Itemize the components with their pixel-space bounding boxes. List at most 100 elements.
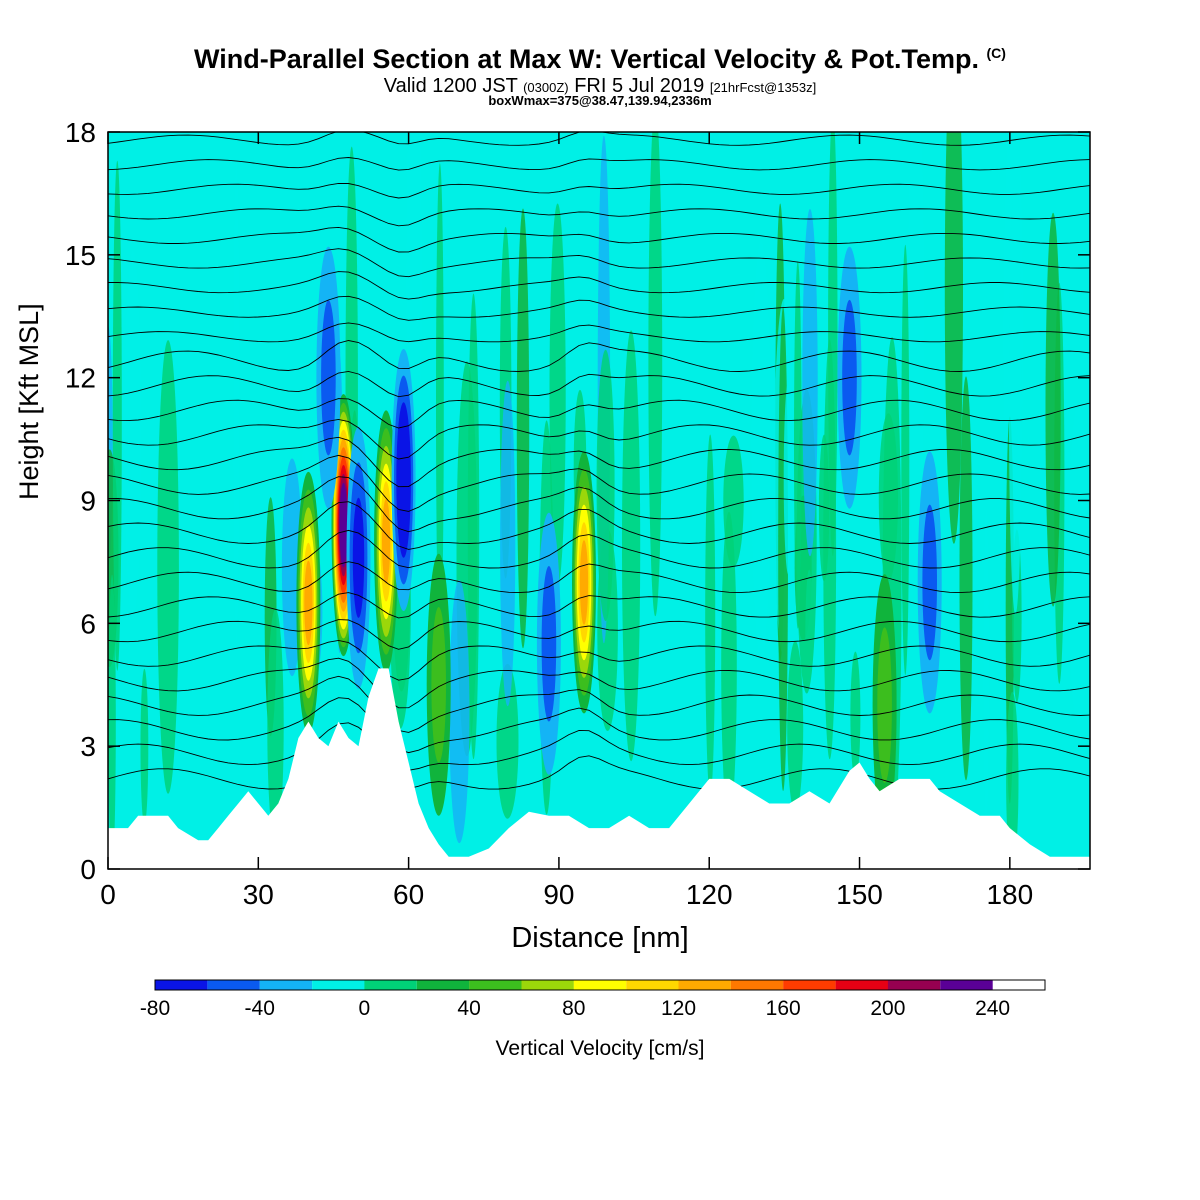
colorbar-swatch	[416, 980, 470, 990]
colorbar-swatch	[887, 980, 941, 990]
downdraft-core	[321, 299, 336, 456]
updraft-core	[431, 607, 447, 763]
colorbar-swatch	[835, 980, 888, 990]
velocity-streak	[500, 380, 516, 707]
velocity-streak	[983, 506, 990, 831]
colorbar-swatch	[783, 980, 836, 990]
box-info: boxWmax=375@38.47,139.94,2336m	[488, 93, 712, 108]
velocity-streak	[944, 132, 963, 544]
velocity-streak	[959, 376, 973, 781]
theta-contours	[108, 102, 1090, 790]
velocity-streak	[449, 579, 470, 844]
colorbar-swatch	[521, 980, 574, 990]
colorbar-tick-label: 240	[975, 997, 1010, 1020]
velocity-streak	[648, 132, 663, 617]
velocity-streak	[787, 641, 804, 812]
valid-utc: (0300Z)	[523, 80, 569, 95]
theta-contour	[108, 675, 1090, 733]
chart-title-text: Wind-Parallel Section at Max W: Vertical…	[194, 44, 979, 74]
velocity-streak	[549, 203, 566, 587]
theta-contour	[108, 476, 1090, 533]
y-tick-label: 6	[80, 608, 96, 639]
y-tick-label: 18	[65, 117, 96, 148]
velocity-streak	[108, 574, 116, 868]
velocity-streak	[157, 340, 179, 794]
colorbar-swatch	[730, 980, 784, 990]
theta-contour	[108, 561, 1090, 594]
theta-contour	[108, 248, 1090, 278]
velocity-streak	[233, 155, 240, 644]
velocity-streak	[124, 250, 142, 620]
terrain-mask	[108, 668, 1090, 869]
colorbar-swatch	[207, 980, 260, 990]
colorbar-tick-label: 200	[870, 997, 905, 1020]
downdraft-core	[541, 566, 557, 722]
valid-date: FRI 5 Jul 2019	[574, 75, 705, 97]
theta-contour	[108, 205, 1090, 227]
velocity-streak	[267, 609, 284, 844]
theta-contour	[108, 619, 1090, 650]
velocity-cores	[296, 246, 942, 837]
theta-contour	[108, 657, 1090, 709]
velocity-streak	[622, 330, 641, 762]
colorbar-swatch	[626, 980, 679, 990]
theta-contour	[108, 454, 1090, 512]
colorbar-tick-label: 40	[457, 997, 480, 1020]
downdraft-core	[398, 428, 409, 532]
theta-contour	[108, 722, 1090, 771]
y-tick-label: 12	[65, 363, 96, 394]
updraft-core	[579, 540, 589, 625]
velocity-streak	[828, 132, 838, 557]
theta-contour	[108, 157, 1090, 171]
downdraft-core	[352, 497, 365, 618]
theta-contour	[108, 501, 1090, 550]
colorbar: -80 -40 0 40 80 120 160 200 240	[140, 979, 1046, 1020]
y-tick-label: 0	[80, 854, 96, 885]
updraft-core	[340, 491, 347, 559]
theta-contour	[108, 436, 1090, 488]
velocity-streak	[596, 349, 615, 621]
theta-contour	[108, 132, 1090, 146]
y-tick-label: 9	[80, 486, 96, 517]
colorbar-swatch	[940, 980, 993, 990]
theta-contour	[108, 271, 1090, 300]
colorbar-tick-label: -80	[140, 997, 170, 1020]
forecast-info: [21hrFcst@1353z]	[709, 80, 817, 95]
y-tick-label: 3	[80, 731, 96, 762]
velocity-streak	[140, 668, 149, 825]
colorbar-swatch	[573, 980, 627, 990]
theta-contour	[108, 102, 1090, 121]
colorbar-tick-label: 80	[562, 997, 585, 1020]
velocity-streak	[751, 240, 772, 662]
velocity-streak	[802, 209, 818, 557]
x-tick-label: 120	[686, 879, 733, 910]
velocity-streak	[783, 381, 794, 575]
x-tick-label: 0	[100, 879, 116, 910]
x-tick-label: 150	[836, 879, 883, 910]
axes: 0 30 60 90 120 150 180 0 3 6 9 12 15 18	[65, 117, 1090, 910]
theta-contour	[108, 592, 1090, 619]
colorbar-tick-label: 0	[359, 997, 371, 1020]
theta-contour	[108, 295, 1090, 321]
y-axis-label: Height [Kft MSL]	[14, 303, 44, 500]
downdraft-core	[922, 504, 937, 661]
theta-contour	[108, 226, 1090, 253]
plot-area	[108, 102, 1090, 869]
theta-contour	[108, 697, 1090, 754]
velocity-streak	[436, 163, 444, 646]
theta-contour	[108, 322, 1090, 343]
colorbar-swatch	[259, 980, 313, 990]
updraft-core	[304, 560, 313, 646]
theta-contour	[108, 340, 1090, 372]
colorbar-label: Vertical Velocity [cm/s]	[495, 1037, 705, 1060]
x-tick-label: 60	[393, 879, 424, 910]
chart-title: Wind-Parallel Section at Max W: Vertical…	[0, 44, 1200, 75]
updraft-core	[877, 627, 892, 783]
colorbar-frame	[154, 979, 1046, 991]
velocity-streak	[1067, 403, 1090, 726]
copyright-mark: (C)	[986, 45, 1006, 61]
velocity-streak	[496, 663, 519, 819]
velocity-streak	[516, 208, 530, 649]
colorbar-tick-label: 160	[766, 997, 801, 1020]
